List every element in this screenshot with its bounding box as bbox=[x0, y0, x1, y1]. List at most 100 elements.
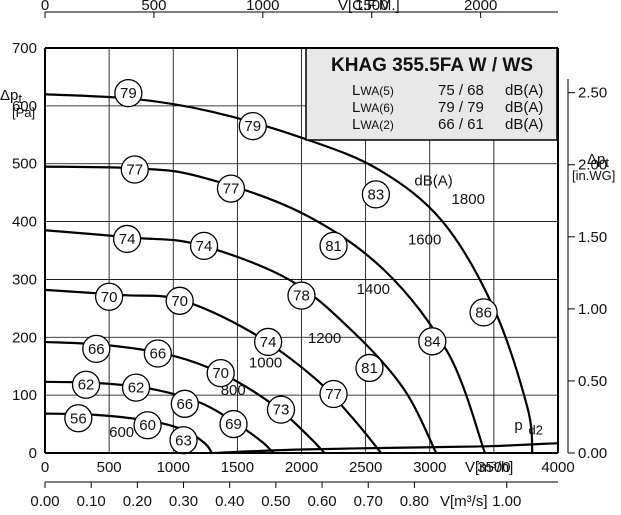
noise-badge-value: 73 bbox=[273, 402, 290, 419]
noise-badge: 81 bbox=[355, 353, 384, 383]
x-bottom-tick-label: 500 bbox=[97, 459, 122, 476]
noise-badge-circle bbox=[216, 174, 246, 203]
curve-label: dB(A) bbox=[414, 173, 452, 190]
noise-badge-circle bbox=[361, 180, 391, 209]
noise-badge: 77 bbox=[216, 174, 246, 203]
noise-row-unit: dB(A) bbox=[505, 82, 543, 99]
x-second-bottom-tick-label: 0.60 bbox=[307, 493, 336, 510]
y-left-label: Δpt bbox=[0, 87, 22, 106]
noise-badge: 77 bbox=[319, 379, 348, 409]
noise-badge: 81 bbox=[319, 231, 348, 261]
noise-badge: 70 bbox=[94, 282, 124, 311]
noise-row-value: 75 / 68 bbox=[438, 82, 484, 99]
x-top-tick-label: 0 bbox=[41, 0, 49, 14]
x-top-axis-label: V[C.F.M.] bbox=[338, 0, 400, 14]
curve-label: d2 bbox=[529, 422, 543, 437]
x-bottom-tick-label: 4000 bbox=[541, 459, 574, 476]
x-second-bottom-tick-label: 0.40 bbox=[215, 493, 244, 510]
x-bottom-axis-label: V[m³/h] bbox=[465, 459, 513, 476]
noise-badge-circle bbox=[71, 370, 101, 399]
noise-badge-circle bbox=[114, 78, 143, 108]
noise-badge: 78 bbox=[287, 281, 316, 310]
noise-badge: 86 bbox=[469, 298, 498, 327]
curve-label: p bbox=[514, 417, 522, 434]
noise-badge-value: 74 bbox=[260, 334, 277, 351]
x-second-bottom-tick-label: 0.30 bbox=[169, 493, 198, 510]
axes-group bbox=[44, 11, 569, 483]
y-left-tick-label: 300 bbox=[12, 271, 37, 288]
x-second-bottom-tick-label: 0.70 bbox=[354, 493, 383, 510]
noise-badge-circle bbox=[238, 111, 267, 141]
noise-badge-value: 66 bbox=[150, 345, 167, 362]
noise-badge-value: 63 bbox=[175, 432, 192, 449]
noise-badge-circle bbox=[121, 373, 151, 402]
noise-badge-circle bbox=[170, 389, 199, 418]
noise-badge-circle bbox=[418, 327, 447, 356]
noise-badge-circle bbox=[82, 334, 111, 364]
noise-badge-circle bbox=[143, 339, 173, 368]
noise-badge: 70 bbox=[206, 359, 235, 388]
x-bottom-tick-label: 1000 bbox=[157, 459, 190, 476]
noise-badge-value: 81 bbox=[361, 360, 378, 377]
noise-badge-value: 79 bbox=[244, 118, 261, 135]
noise-row-value: 66 / 61 bbox=[438, 116, 484, 133]
noise-badge: 66 bbox=[82, 334, 111, 364]
noise-badge-value: 86 bbox=[475, 304, 492, 321]
title-box-background bbox=[305, 47, 558, 141]
noise-row-label: LWA(6) bbox=[352, 99, 394, 116]
y-left-tick-label: 0 bbox=[29, 445, 37, 462]
y-left-tick-label: 600 bbox=[12, 98, 37, 115]
noise-badge-circle bbox=[355, 353, 384, 383]
curve-label: 600 bbox=[109, 424, 134, 441]
noise-badge: 84 bbox=[418, 327, 447, 356]
y-left-unit: [Pa] bbox=[12, 105, 35, 120]
chart-title: KHAG 355.5FA W / WS bbox=[331, 55, 533, 76]
noise-badge-circle bbox=[287, 281, 316, 310]
noise-badge: 56 bbox=[64, 404, 93, 433]
noise-badge: 79 bbox=[238, 111, 267, 141]
x-second-bottom-tick-label: 0.50 bbox=[261, 493, 290, 510]
x-top-tick-label: 1000 bbox=[246, 0, 279, 14]
noise-badge: 63 bbox=[169, 426, 198, 455]
noise-badge-value: 60 bbox=[139, 417, 156, 434]
noise-badge-value: 78 bbox=[293, 288, 310, 305]
noise-badge-circle bbox=[219, 409, 248, 439]
y-right-tick-label: 0.00 bbox=[578, 445, 607, 462]
x-second-bottom-tick-label: 1.00 bbox=[492, 493, 521, 510]
noise-row-label: LWA(2) bbox=[352, 116, 394, 133]
noise-badge: 62 bbox=[121, 373, 151, 402]
noise-row-value: 79 / 79 bbox=[438, 99, 484, 116]
curve-1800 bbox=[43, 93, 534, 455]
noise-row-unit: dB(A) bbox=[505, 116, 543, 133]
noise-badge-circle bbox=[64, 404, 93, 433]
y-right-tick-label: 1.00 bbox=[578, 301, 607, 318]
curve-label: 1400 bbox=[357, 281, 390, 298]
noise-badge: 69 bbox=[219, 409, 248, 439]
y-right-label: Δpt bbox=[587, 151, 609, 170]
noise-badge-circle bbox=[165, 286, 194, 315]
x-second-bottom-axis-label: V[m³/s] bbox=[440, 493, 488, 510]
noise-badge-value: 77 bbox=[325, 386, 342, 403]
x-top-tick-label: 2000 bbox=[464, 0, 497, 14]
noise-badge: 74 bbox=[254, 327, 283, 357]
noise-badge-value: 83 bbox=[368, 186, 385, 203]
y-right-unit: [in.WG] bbox=[572, 168, 615, 183]
noise-badge: 79 bbox=[114, 78, 143, 108]
x-second-bottom-tick-label: 0.80 bbox=[400, 493, 429, 510]
noise-badge-circle bbox=[120, 155, 149, 184]
curve-label: 1000 bbox=[249, 354, 282, 371]
noise-badge-circle bbox=[319, 231, 348, 261]
noise-badge-value: 62 bbox=[128, 380, 145, 397]
x-bottom-tick-label: 3000 bbox=[413, 459, 446, 476]
x-bottom-tick-label: 1500 bbox=[221, 459, 254, 476]
curve-label: 1200 bbox=[308, 330, 341, 347]
x-bottom-tick-label: 2500 bbox=[349, 459, 382, 476]
y-right-tick-label: 0.50 bbox=[578, 373, 607, 390]
x-top-tick-label: 1500 bbox=[355, 0, 388, 14]
x-second-bottom-tick-label: 0.00 bbox=[30, 493, 59, 510]
noise-badge-circle bbox=[319, 379, 348, 409]
noise-badge: 66 bbox=[143, 339, 173, 368]
noise-badge-circle bbox=[469, 298, 498, 327]
